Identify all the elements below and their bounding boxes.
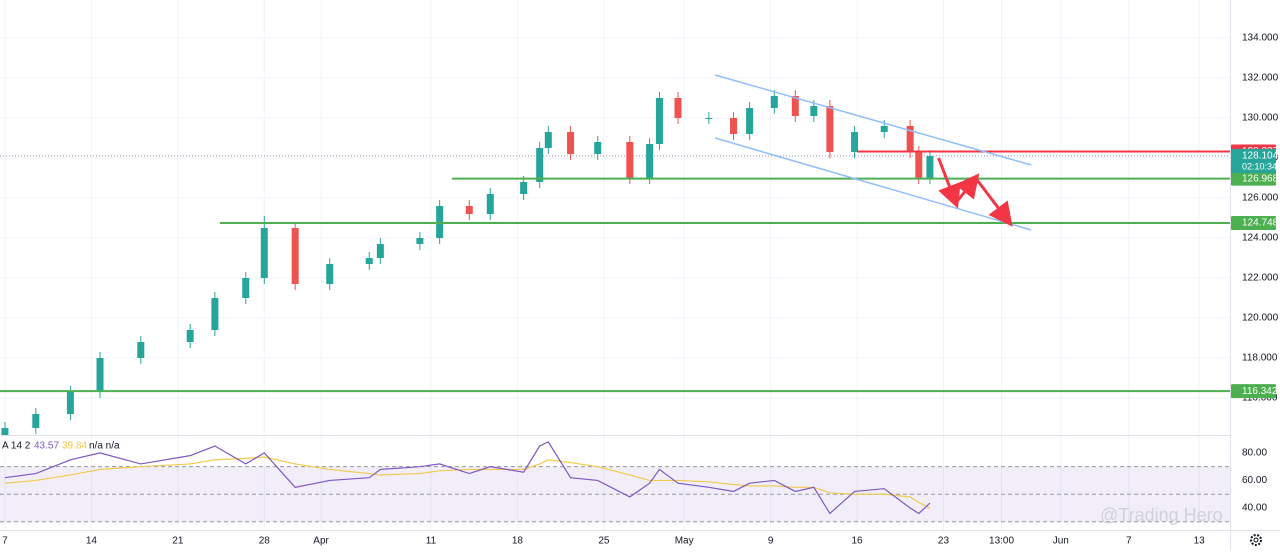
projection-arrow xyxy=(974,177,1013,227)
candle-body xyxy=(32,414,40,428)
x-tick-label: 25 xyxy=(598,536,610,547)
candle-body xyxy=(746,108,754,134)
candle-body xyxy=(674,98,682,118)
y-tick-label: 132.000 xyxy=(1242,73,1279,84)
candle-body xyxy=(436,206,444,238)
last-price-bg xyxy=(1231,148,1276,173)
candle-body xyxy=(567,132,575,154)
candle-body xyxy=(626,142,634,178)
candle-body xyxy=(906,126,914,152)
level-label: 116.342 xyxy=(1242,386,1278,397)
level-label-bg xyxy=(1231,216,1276,231)
y-tick-label: 120.000 xyxy=(1242,313,1279,324)
candle-body xyxy=(465,206,473,214)
indicator-extra: n/a n/a xyxy=(89,441,120,452)
y-tick-label: 118.000 xyxy=(1242,353,1278,364)
candle-body xyxy=(880,126,888,132)
x-tick-label: 18 xyxy=(512,536,524,547)
x-tick-label: 28 xyxy=(259,536,271,547)
x-tick-label: Jun xyxy=(1053,536,1069,547)
candle-body xyxy=(536,148,544,182)
y-tick-label: 134.000 xyxy=(1242,33,1279,44)
candle-body xyxy=(365,258,373,264)
level-label: 126.968 xyxy=(1242,173,1279,184)
candle-body xyxy=(826,106,834,152)
projection-arrow xyxy=(954,173,980,204)
rsi-ma-value: 39.84 xyxy=(62,441,87,452)
channel-line xyxy=(714,137,1032,231)
candle-body xyxy=(326,264,334,284)
level-label-bg xyxy=(1231,384,1276,399)
x-tick-label: 9 xyxy=(768,536,774,547)
candle-body xyxy=(544,132,552,148)
countdown: 02:10:34 xyxy=(1242,161,1277,171)
x-tick-label: 7 xyxy=(2,536,8,547)
candle-body xyxy=(211,298,219,330)
x-tick-label: Apr xyxy=(313,536,329,547)
y-tick-label: 126.000 xyxy=(1242,193,1279,204)
candle-body xyxy=(851,132,859,152)
y-tick-label: 130.000 xyxy=(1242,113,1279,124)
x-tick-label: 14 xyxy=(86,536,98,547)
candle-body xyxy=(486,194,494,214)
candle-body xyxy=(655,98,663,144)
rsi-value: 43.57 xyxy=(34,441,59,452)
candle-body xyxy=(260,228,268,278)
y-tick-label: 124.000 xyxy=(1242,233,1279,244)
candle-body xyxy=(705,118,713,119)
candle-body xyxy=(770,96,778,108)
level-label-bg xyxy=(1231,171,1276,186)
candle-body xyxy=(646,144,654,178)
candle-body xyxy=(186,330,194,342)
rsi-ma-line xyxy=(4,456,931,509)
x-tick-label: 16 xyxy=(851,536,863,547)
candle-body xyxy=(520,182,528,194)
watermark: @Trading Hero xyxy=(1100,505,1223,525)
candle-body xyxy=(137,342,145,358)
x-tick-label: 7 xyxy=(1126,536,1132,547)
channel-line xyxy=(714,74,1032,166)
candle-body xyxy=(1,428,9,435)
candle-body xyxy=(376,244,384,258)
rsi-tick-label: 40.00 xyxy=(1242,503,1267,514)
x-tick-label: 13 xyxy=(1194,536,1206,547)
rsi-tick-label: 60.00 xyxy=(1242,475,1267,486)
candle-body xyxy=(810,106,818,116)
x-tick-label: 21 xyxy=(172,536,184,547)
last-price-label: 128.104 xyxy=(1242,151,1279,162)
rsi-line xyxy=(4,441,931,515)
y-tick-label: 122.000 xyxy=(1242,273,1279,284)
indicator-name: A 14 2 xyxy=(2,441,31,452)
candle-body xyxy=(96,358,104,392)
candle-body xyxy=(730,118,738,134)
x-tick-label: 23 xyxy=(938,536,950,547)
candle-body xyxy=(926,156,934,178)
x-tick-label: 11 xyxy=(426,536,437,547)
candle-body xyxy=(416,238,424,244)
candle-body xyxy=(594,142,602,154)
level-label: 124.748 xyxy=(1242,218,1279,229)
x-tick-label: 13:00 xyxy=(989,536,1014,547)
settings-icon[interactable] xyxy=(1250,534,1262,546)
candle-body xyxy=(791,96,799,116)
rsi-tick-label: 80.00 xyxy=(1242,448,1267,459)
candle-body xyxy=(915,152,923,178)
candle-body xyxy=(291,228,299,284)
x-tick-label: May xyxy=(675,536,694,547)
candle-body xyxy=(66,392,74,414)
candle-body xyxy=(242,278,250,298)
projection-arrow xyxy=(937,157,961,209)
